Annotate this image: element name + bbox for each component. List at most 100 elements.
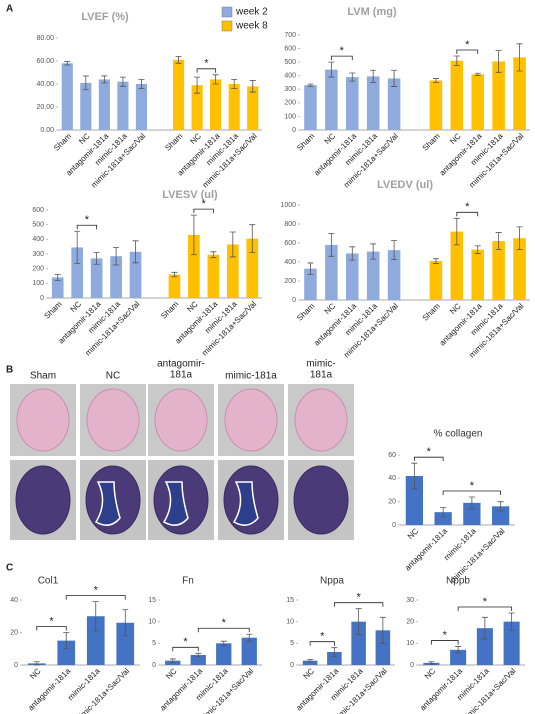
image-column-label: NC xyxy=(106,371,120,382)
panel-label: C xyxy=(6,563,13,574)
error-bar xyxy=(220,640,227,646)
significance-bracket xyxy=(413,456,444,462)
y-tick-label: 10 xyxy=(286,619,294,626)
error-bar xyxy=(63,632,70,650)
significance-label: * xyxy=(427,446,432,458)
error-bar xyxy=(101,75,108,84)
error-bar xyxy=(331,647,338,657)
error-bar xyxy=(495,50,502,73)
error-bar xyxy=(246,633,253,642)
chart-title: Col1 xyxy=(38,576,59,587)
bar xyxy=(80,82,92,130)
error-bar xyxy=(468,496,475,510)
error-bar xyxy=(194,76,201,94)
y-tick-label: 0 xyxy=(152,662,156,669)
significance-bracket xyxy=(309,641,335,646)
bar xyxy=(304,268,317,300)
error-bar xyxy=(231,79,238,89)
image-column-label: 181a xyxy=(170,370,193,381)
y-tick-label: 800 xyxy=(284,221,296,228)
chart-title: LVESV (ul) xyxy=(162,189,218,201)
bar xyxy=(210,79,222,130)
bar xyxy=(51,277,64,298)
error-bar xyxy=(497,501,504,512)
bar xyxy=(387,250,401,300)
y-tick-label: 80.00 xyxy=(36,35,54,42)
bar xyxy=(241,637,257,665)
bar xyxy=(513,57,526,131)
bar xyxy=(61,63,73,130)
bar xyxy=(405,476,423,525)
bar xyxy=(216,643,232,665)
error-bar xyxy=(453,55,460,66)
bar xyxy=(450,231,464,300)
y-tick-label: 600 xyxy=(32,207,44,214)
bar xyxy=(207,254,220,298)
bar xyxy=(366,251,380,300)
bar xyxy=(492,241,505,300)
scar-outline xyxy=(162,481,189,526)
y-tick-label: 0 xyxy=(40,295,44,302)
bar xyxy=(471,74,484,130)
he-section xyxy=(154,388,208,452)
error-bar xyxy=(370,69,377,83)
y-tick-label: 500 xyxy=(284,59,296,66)
he-section xyxy=(16,388,70,452)
panel-label: B xyxy=(6,365,13,376)
error-bar xyxy=(328,61,335,78)
y-tick-label: 1000 xyxy=(280,202,296,209)
bar xyxy=(429,80,443,130)
significance-bracket xyxy=(76,224,98,230)
error-bar xyxy=(349,246,356,261)
chart-title: Fn xyxy=(182,576,194,587)
error-bar xyxy=(355,608,362,636)
y-tick-label: 600 xyxy=(284,45,296,52)
error-bar xyxy=(93,252,100,265)
error-bar xyxy=(33,661,40,666)
error-bar xyxy=(169,658,176,663)
error-bar xyxy=(113,247,120,266)
bar xyxy=(492,506,510,525)
bar xyxy=(450,60,464,130)
bar xyxy=(387,78,401,130)
y-tick-label: 40 xyxy=(388,475,396,482)
chart-title: % collagen xyxy=(434,429,483,440)
y-tick-label: 300 xyxy=(32,251,44,258)
image-column-label: antagomir- xyxy=(157,359,205,370)
bar xyxy=(226,244,239,298)
y-tick-label: 10 xyxy=(148,619,156,626)
bar xyxy=(110,256,122,298)
significance-bracket xyxy=(333,602,384,607)
error-bar xyxy=(210,251,217,259)
error-bar xyxy=(307,658,314,663)
y-tick-label: 500 xyxy=(32,222,44,229)
y-tick-label: 600 xyxy=(284,240,296,247)
error-bar xyxy=(249,224,256,253)
y-tick-label: 100 xyxy=(32,280,44,287)
error-bar xyxy=(391,69,398,87)
y-tick-label: 15 xyxy=(286,597,294,604)
scar-outline xyxy=(94,481,121,526)
bar xyxy=(190,655,206,665)
error-bar xyxy=(391,240,398,261)
panel-label: A xyxy=(6,4,13,15)
bar xyxy=(366,76,380,130)
y-tick-label: 0 xyxy=(392,522,396,529)
error-bar xyxy=(516,43,523,72)
error-bar xyxy=(119,76,126,87)
significance-bracket xyxy=(430,640,459,645)
bar xyxy=(246,238,259,298)
chart-title: LVEDV (ul) xyxy=(377,179,433,191)
bar xyxy=(304,85,317,130)
bar xyxy=(346,77,359,130)
y-tick-label: 400 xyxy=(32,236,44,243)
he-section xyxy=(86,388,140,452)
chart-title: LVEF (%) xyxy=(81,11,129,23)
y-tick-label: 200 xyxy=(284,100,296,107)
error-bar xyxy=(74,230,81,264)
he-section xyxy=(294,388,348,452)
chart-title: Nppb xyxy=(446,576,470,587)
significance-label: * xyxy=(340,45,345,57)
y-tick-label: 0 xyxy=(292,297,296,304)
he-section xyxy=(224,388,278,452)
